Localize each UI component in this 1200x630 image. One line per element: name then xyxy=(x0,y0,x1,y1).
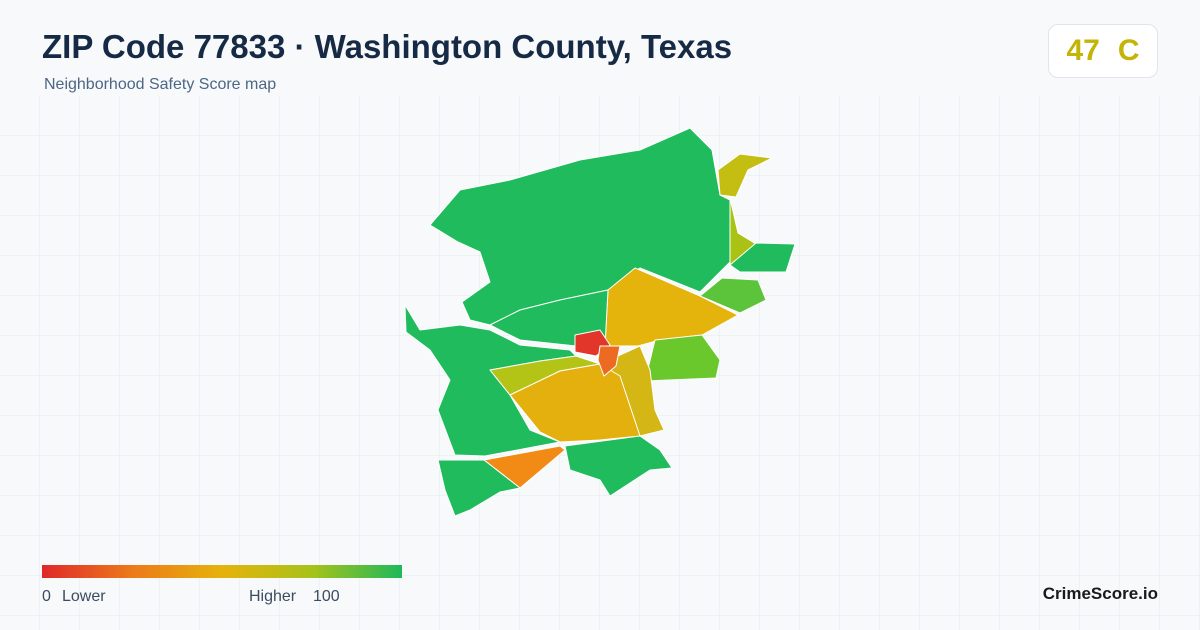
subtitle: Neighborhood Safety Score map xyxy=(44,76,277,93)
region xyxy=(564,435,673,497)
region xyxy=(489,289,609,347)
score-value: 47 xyxy=(1066,34,1100,67)
score-grade: C xyxy=(1117,34,1140,67)
legend-min: 0 xyxy=(42,588,51,605)
title: ZIP Code 77833 · Washington County, Texa… xyxy=(42,28,733,65)
region xyxy=(699,277,767,314)
legend-gradient xyxy=(42,565,402,578)
legend-max: 100 xyxy=(313,588,340,605)
region xyxy=(597,345,621,377)
region xyxy=(729,242,796,273)
brand: CrimeScore.io xyxy=(1042,584,1158,603)
legend-min-label: Lower xyxy=(62,588,106,605)
legend-max-label: Higher xyxy=(249,588,297,605)
region xyxy=(437,459,521,517)
region xyxy=(429,127,731,326)
region xyxy=(717,153,773,198)
score-badge: 47 C xyxy=(1048,24,1158,78)
regions xyxy=(404,127,796,517)
